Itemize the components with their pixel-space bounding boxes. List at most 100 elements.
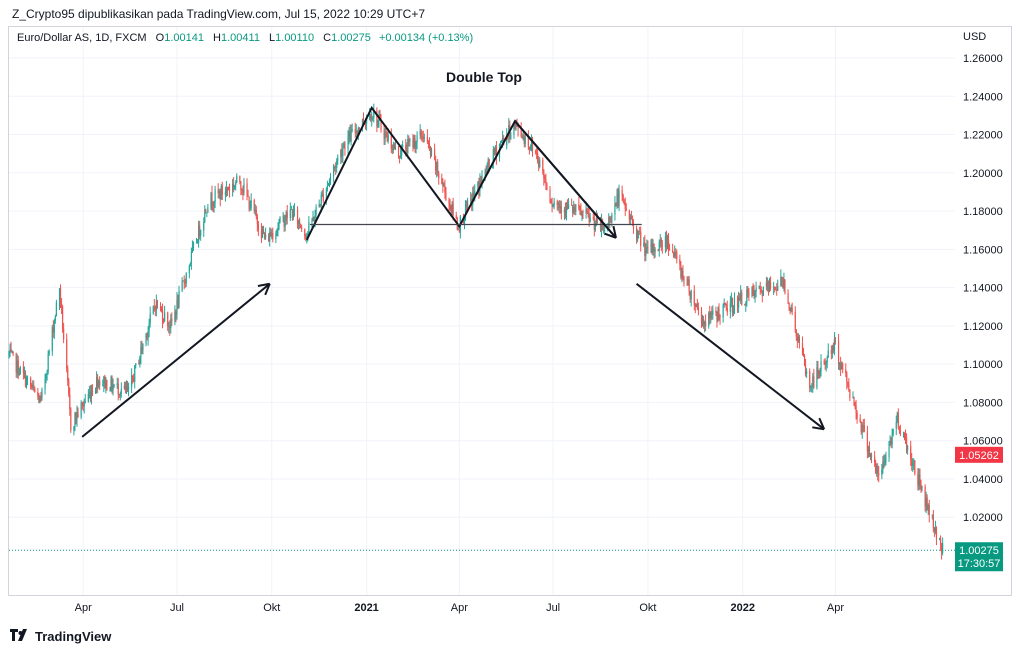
candle-body (40, 396, 42, 398)
candle-body (664, 236, 667, 248)
candle-body (305, 236, 307, 239)
candle-body (928, 504, 930, 516)
candle-body (918, 474, 920, 486)
candle-body (70, 409, 72, 431)
candle-body (578, 204, 580, 209)
candle-body (625, 208, 627, 211)
candle-body (45, 374, 47, 379)
candle-body (344, 144, 346, 150)
candle-body (328, 179, 331, 183)
candle-body (174, 311, 176, 322)
candle-body (175, 311, 177, 315)
ohlc-legend: Euro/Dollar AS, 1D, FXCM O1.00141 H1.004… (17, 32, 473, 44)
candle-body (539, 159, 541, 167)
candle-body (37, 392, 39, 397)
candle-body (492, 149, 494, 163)
candle-body (794, 311, 796, 330)
candle-body (451, 203, 453, 213)
candle-body (348, 131, 350, 138)
candle-body (275, 233, 277, 240)
candle-body (552, 205, 554, 207)
candle-body (313, 216, 315, 222)
candle-body (925, 497, 927, 507)
candle-body (543, 171, 545, 179)
candle-body (826, 357, 828, 363)
candle-body (847, 381, 849, 385)
candle-body (812, 376, 814, 387)
candle-body (277, 227, 279, 230)
candle-body (493, 149, 495, 155)
candle-body (630, 216, 633, 220)
currency-label: USD (963, 31, 987, 43)
symbol-label[interactable]: Euro/Dollar AS, 1D, FXCM (17, 32, 147, 44)
candle-body (145, 333, 147, 345)
candle-body (133, 378, 135, 382)
candle-body (712, 310, 714, 315)
candle-body (586, 209, 588, 213)
candle-body (495, 146, 498, 158)
candle-body (571, 204, 573, 206)
candle-body (357, 127, 359, 134)
candle-body (813, 376, 815, 388)
candle-body (390, 135, 392, 150)
candle-body (134, 365, 136, 382)
candle-body (683, 276, 685, 284)
candle-body (256, 216, 258, 225)
candle-body (746, 289, 748, 303)
candle-body (588, 214, 590, 223)
last-price-label: 1.05262 (959, 450, 999, 462)
candle-body (415, 141, 417, 148)
candle-body (617, 194, 619, 206)
candle-body (126, 387, 129, 390)
candle-body (89, 391, 92, 399)
candle-body (319, 204, 321, 207)
candle-body (279, 217, 281, 223)
candle-body (292, 210, 295, 218)
candle-body (592, 217, 594, 219)
candle-body (911, 458, 913, 466)
candle-body (88, 391, 90, 395)
candle-body (250, 200, 252, 208)
candle-body (329, 176, 332, 180)
candle-body (859, 418, 861, 422)
last-price-badge (955, 446, 1003, 463)
candle-body (666, 239, 669, 247)
candle-body (696, 303, 698, 308)
candle-body (667, 239, 670, 249)
candle-body (176, 299, 178, 315)
candle-body (806, 371, 808, 374)
candle-body (177, 299, 179, 308)
candle-body (218, 191, 220, 194)
y-tick-label: 1.14000 (963, 283, 1003, 295)
candle-body (441, 178, 443, 185)
candle-body (464, 204, 467, 220)
candle-body (95, 377, 98, 390)
candle-body (119, 393, 121, 396)
candle-body (919, 474, 921, 484)
candle-body (762, 286, 764, 296)
candle-body (637, 231, 639, 240)
candle-body (895, 422, 897, 429)
candle-body (550, 201, 552, 204)
y-tick-label: 1.20000 (963, 168, 1003, 180)
candle-body (549, 189, 551, 202)
candle-body (760, 289, 762, 292)
candle-body (819, 371, 821, 375)
candle-body (393, 144, 396, 150)
candle-body (499, 142, 502, 144)
candle-body (91, 391, 94, 394)
candle-body (383, 129, 385, 140)
candle-body (741, 292, 743, 305)
candle-body (638, 231, 640, 232)
candle-body (609, 217, 611, 223)
candle-body (797, 336, 799, 342)
y-tick-label: 1.08000 (963, 397, 1003, 409)
tradingview-footer[interactable]: TradingView (10, 628, 111, 644)
candle-body (205, 209, 207, 213)
candle-body (53, 320, 55, 333)
candle-body (931, 514, 933, 516)
candles (8, 103, 944, 560)
candle-body (876, 465, 878, 474)
candle-body (551, 203, 553, 207)
